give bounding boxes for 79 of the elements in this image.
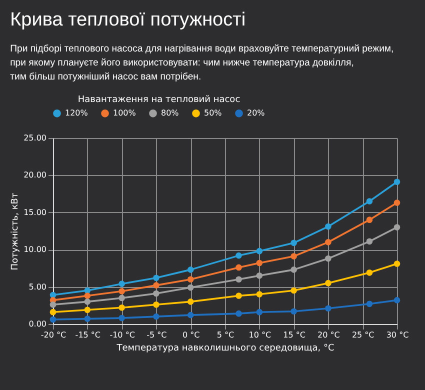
point: [394, 260, 400, 267]
point: [256, 272, 263, 279]
point: [366, 216, 373, 223]
point: [394, 224, 400, 230]
point: [153, 282, 160, 288]
point: [84, 306, 91, 314]
point: [50, 308, 56, 316]
legend-title: Навантаження на тепловий насос: [78, 95, 240, 105]
point: [187, 276, 194, 283]
point: [394, 297, 400, 304]
point: [325, 280, 332, 286]
point: [84, 292, 91, 299]
point: [118, 288, 125, 294]
x-tick-label: 20 °C: [318, 330, 340, 340]
point: [236, 310, 242, 317]
point: [366, 300, 373, 308]
point: [118, 314, 125, 322]
point: [153, 274, 160, 282]
point: [394, 178, 400, 186]
point: [256, 291, 263, 298]
point: [118, 304, 125, 311]
legend-label: 20%: [247, 108, 266, 118]
x-tick-label: 5 °C: [216, 330, 235, 340]
point: [256, 248, 263, 254]
point: [118, 294, 125, 302]
point: [290, 253, 297, 260]
x-tick-label: 10 °C: [248, 330, 272, 340]
legend-label: 100%: [113, 108, 136, 118]
y-tick-label: 5.00: [28, 282, 46, 292]
point: [50, 302, 56, 308]
point: [256, 308, 263, 316]
point: [118, 280, 125, 287]
point: [187, 284, 194, 291]
x-tick-label: -20 °C: [40, 330, 67, 340]
chart-title: Крива теплової потужності: [10, 9, 246, 30]
point: [325, 255, 332, 262]
point: [236, 264, 242, 271]
y-tick-label: 0.00: [28, 320, 46, 328]
point: [366, 270, 373, 276]
x-axis-title: Температура навколишнього середовища, °С: [116, 344, 334, 354]
point: [256, 260, 263, 266]
point: [84, 316, 91, 322]
x-tick-label: -10 °C: [110, 330, 136, 340]
legend-label: 80%: [161, 108, 180, 118]
x-tick-label: 0 °C: [182, 330, 200, 340]
point: [187, 266, 194, 273]
point: [366, 238, 373, 245]
legend-label: 50%: [204, 108, 222, 118]
point: [325, 223, 332, 230]
y-tick-label: 15.00: [24, 208, 46, 217]
point: [290, 287, 297, 294]
point: [153, 302, 160, 308]
x-tick-label: -15 °C: [75, 330, 101, 340]
x-tick-label: 25 °C: [352, 330, 375, 340]
y-axis-title: Потужність, кВт: [10, 192, 21, 270]
point: [394, 200, 400, 206]
point: [366, 198, 373, 204]
point: [236, 276, 242, 283]
point: [187, 298, 194, 305]
point: [290, 308, 297, 315]
point: [290, 240, 297, 246]
y-tick-label: 25.00: [24, 134, 46, 142]
point: [187, 312, 194, 318]
point: [84, 298, 91, 305]
point: [153, 313, 160, 320]
point: [325, 305, 332, 312]
point: [236, 252, 242, 259]
point: [236, 292, 242, 299]
x-tick-label: -5 °C: [146, 330, 168, 340]
point: [153, 290, 160, 297]
point: [290, 266, 297, 273]
y-tick-label: 10.00: [24, 245, 46, 254]
legend-label: 120%: [65, 108, 88, 118]
x-tick-label: 15 °C: [283, 330, 306, 340]
chart-subtitle: При підборі теплового насоса для нагрівання води враховуйте температурний режим, при якому плануєте його використовувати: чим нижче температура довкілля, тим більш потужніший насос вам потрібен.: [10, 43, 394, 82]
point: [84, 287, 91, 294]
x-tick-label: 30 °C: [386, 330, 410, 340]
y-tick-label: 20.00: [24, 170, 46, 180]
point: [325, 239, 332, 246]
